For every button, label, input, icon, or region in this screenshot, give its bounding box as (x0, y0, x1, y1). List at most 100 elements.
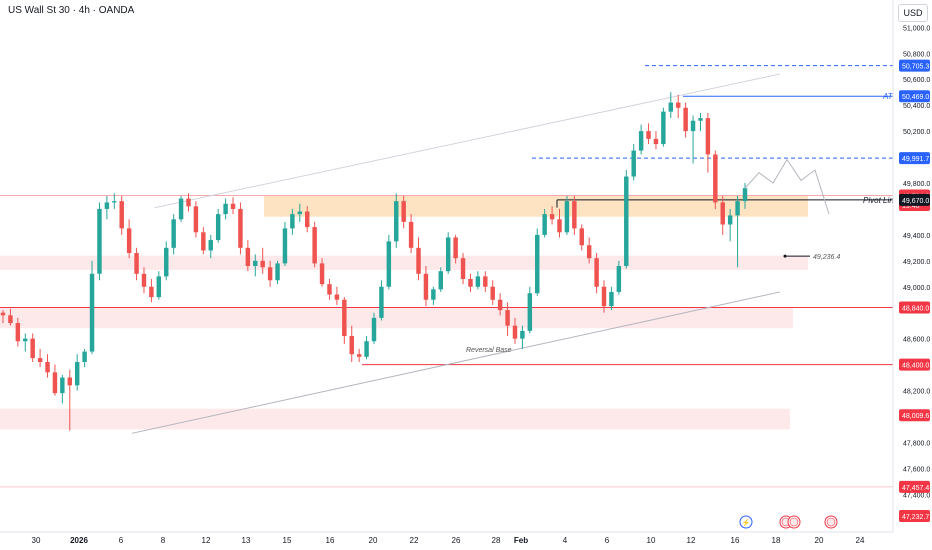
candle-body (379, 286, 384, 318)
price-label-bg (899, 301, 930, 314)
candle-body (245, 247, 251, 266)
candle-body (201, 232, 206, 251)
candle-body (713, 154, 718, 203)
candle-body (253, 260, 258, 266)
candle-body (683, 107, 688, 132)
price-label-bg (899, 59, 930, 72)
candle-body (512, 325, 518, 339)
candle-body (527, 293, 533, 331)
candle-body (356, 354, 362, 357)
x-tick-label: 20 (369, 536, 378, 545)
candle-body (423, 273, 429, 300)
y-tick-label: 51,000.0 (903, 25, 930, 32)
price-label: 49,991.7 (902, 156, 929, 163)
candle-body (238, 208, 243, 248)
candle-body (290, 214, 295, 229)
x-tick-label: 20 (815, 536, 824, 545)
currency-button[interactable]: USD (898, 4, 928, 22)
candle-body (112, 201, 117, 203)
candle-body (460, 258, 466, 279)
candle-body (275, 263, 280, 281)
measure-dot (783, 254, 787, 258)
candle-body (445, 237, 451, 272)
candle-body (208, 240, 213, 251)
trendline-lower (131, 291, 781, 434)
y-tick-label: 50,200.0 (903, 129, 930, 136)
candle-body (542, 214, 547, 235)
candle-body (438, 271, 444, 290)
candle-body (223, 203, 228, 215)
lightning-icon (739, 515, 753, 529)
candle-body (8, 315, 13, 324)
x-tick-label: 12 (687, 536, 696, 545)
candle-body (557, 219, 562, 233)
candle-body (735, 201, 740, 216)
reversal-base-label: Reversal Base (466, 347, 512, 354)
price-label-bg (899, 90, 930, 103)
price-label-bg (899, 358, 930, 371)
zone-48840 (0, 307, 793, 329)
price-label: 50,469.0 (902, 94, 929, 101)
pivot-line-label: Pivot Line (863, 196, 899, 205)
candle-body (364, 341, 369, 357)
candle-body (497, 299, 503, 311)
x-tick-label: 6 (605, 536, 610, 545)
candle-body (594, 258, 599, 287)
price-label: 48,840.0 (902, 306, 929, 313)
candle-body (119, 201, 124, 229)
candle-body (661, 111, 666, 145)
x-tick-label: 22 (410, 536, 419, 545)
candle-body (408, 221, 414, 248)
candle-body (342, 299, 347, 337)
candle-body (483, 276, 488, 287)
candle-body (431, 289, 436, 300)
candle-body (97, 208, 102, 274)
candle-body (60, 377, 65, 394)
candle-body (319, 263, 325, 285)
price-label: 48,009.6 (902, 413, 929, 420)
candle-body (186, 198, 191, 207)
candle-body (312, 227, 317, 264)
price-label-bg (899, 193, 930, 206)
lightning-glyph: ⚡ (742, 518, 751, 527)
candle-body (134, 253, 139, 274)
candle-body (727, 215, 733, 225)
candle-body (720, 202, 725, 225)
x-tick-label: 16 (326, 536, 335, 545)
candle-body (698, 118, 703, 121)
price-label: 48,400.0 (902, 363, 929, 370)
candle-body (297, 211, 303, 215)
candle-body (549, 214, 555, 220)
candle-body (349, 336, 354, 355)
candle-body (579, 228, 584, 246)
price-label: 47,457.4 (902, 485, 929, 492)
price-label: 47,232.7 (902, 514, 929, 521)
candle-body (82, 351, 87, 362)
y-tick-label: 49,000.0 (903, 285, 930, 292)
x-tick-label: 10 (647, 536, 656, 545)
candle-body (260, 260, 265, 268)
candle-body (282, 228, 288, 264)
x-tick-label: 6 (119, 536, 124, 545)
y-tick-label: 47,400.0 (903, 492, 930, 499)
x-tick-label: Feb (514, 536, 528, 545)
candle-body (104, 202, 110, 209)
candle-body (475, 276, 481, 287)
candle-body (215, 214, 221, 241)
x-tick-label: 2026 (70, 536, 88, 545)
candle-body (74, 361, 80, 386)
price-label: 49,670.0 (902, 198, 929, 205)
candle-body (386, 241, 392, 287)
x-tick-label: 12 (202, 536, 211, 545)
y-tick-label: 47,800.0 (903, 440, 930, 447)
candle-body (37, 358, 43, 362)
price-label-bg (899, 409, 930, 422)
y-tick-label: 48,600.0 (903, 337, 930, 344)
chart-title: US Wall St 30 · 4h · OANDA (8, 5, 135, 16)
candle-body (67, 377, 73, 386)
price-label-bg (899, 152, 930, 165)
candle-body (267, 267, 273, 281)
candle-body (156, 276, 162, 298)
